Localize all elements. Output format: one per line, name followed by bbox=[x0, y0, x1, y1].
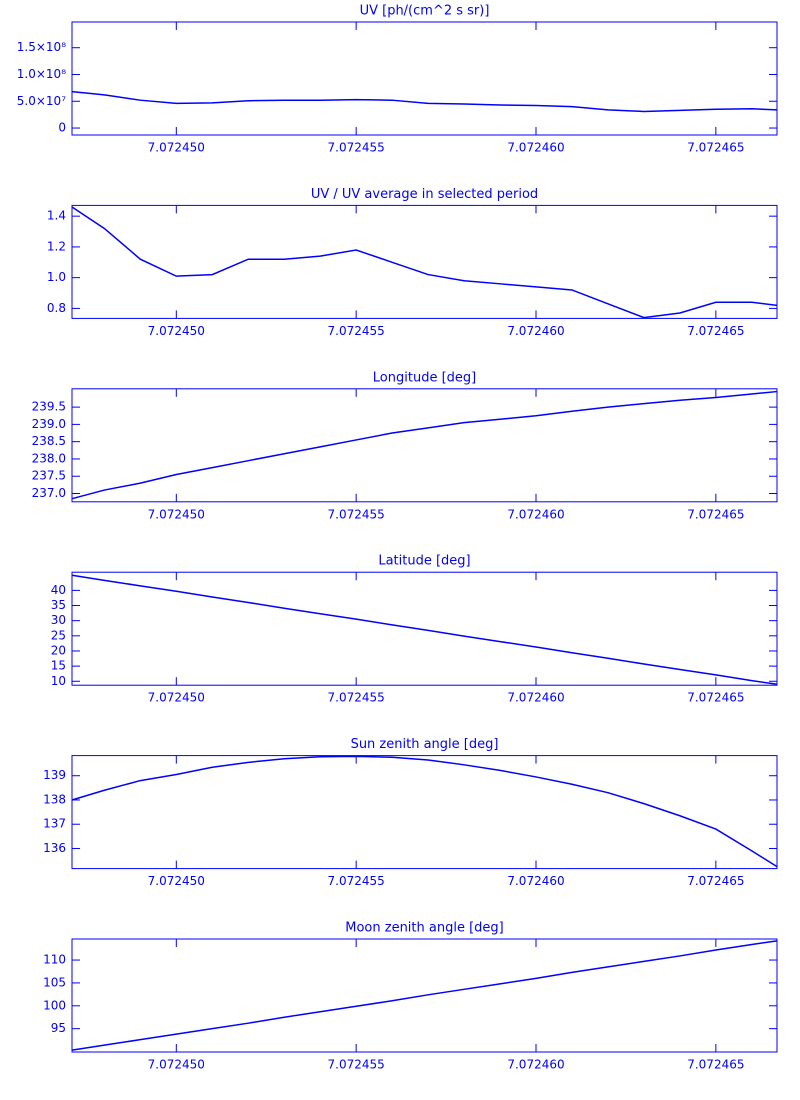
y-tick-label: 237.5 bbox=[32, 469, 66, 483]
x-tick-label: 7.072450 bbox=[148, 874, 205, 888]
y-tick-label: 1.5×10⁸ bbox=[17, 40, 66, 54]
x-tick-label: 7.072460 bbox=[507, 874, 564, 888]
y-tick-label: 35 bbox=[51, 598, 66, 612]
x-tick-label: 7.072465 bbox=[687, 691, 744, 705]
data-line bbox=[71, 574, 778, 686]
chart-title: Moon zenith angle [deg] bbox=[345, 921, 503, 936]
x-tick-label: 7.072455 bbox=[328, 691, 385, 705]
y-tick-label: 237.0 bbox=[32, 486, 66, 500]
x-tick-label: 7.072460 bbox=[507, 691, 564, 705]
data-line bbox=[71, 90, 778, 113]
y-tick-label: 1.2 bbox=[47, 239, 66, 253]
y-tick-label: 1.4 bbox=[47, 209, 66, 223]
x-tick-label: 7.072455 bbox=[328, 874, 385, 888]
x-tick-label: 7.072460 bbox=[507, 324, 564, 338]
x-tick-label: 7.072450 bbox=[148, 1058, 205, 1072]
plot-frame bbox=[71, 938, 778, 1053]
chart-title: UV [ph/(cm^2 s sr)] bbox=[360, 4, 490, 19]
x-tick-label: 7.072450 bbox=[148, 691, 205, 705]
y-tick-label: 30 bbox=[51, 613, 66, 627]
data-line bbox=[71, 940, 778, 1051]
x-tick-label: 7.072450 bbox=[148, 324, 205, 338]
x-tick-label: 7.072465 bbox=[687, 324, 744, 338]
x-tick-label: 7.072455 bbox=[328, 507, 385, 521]
y-tick-label: 95 bbox=[51, 1021, 66, 1035]
chart-title: Longitude [deg] bbox=[373, 370, 476, 385]
y-tick-label: 100 bbox=[43, 998, 66, 1012]
x-tick-label: 7.072465 bbox=[687, 141, 744, 155]
x-tick-label: 7.072450 bbox=[148, 507, 205, 521]
x-tick-label: 7.072450 bbox=[148, 141, 205, 155]
y-tick-label: 239.0 bbox=[32, 417, 66, 431]
plot-frame bbox=[71, 571, 778, 686]
y-tick-label: 0 bbox=[58, 121, 66, 135]
y-tick-label: 1.0×10⁸ bbox=[17, 67, 66, 81]
y-tick-label: 25 bbox=[51, 628, 66, 642]
y-tick-label: 110 bbox=[43, 953, 66, 967]
chart-title: Latitude [deg] bbox=[378, 554, 470, 569]
y-tick-label: 136 bbox=[43, 841, 66, 855]
y-tick-label: 137 bbox=[43, 817, 66, 831]
x-tick-label: 7.072455 bbox=[328, 141, 385, 155]
y-tick-label: 139 bbox=[43, 768, 66, 782]
y-tick-label: 105 bbox=[43, 975, 66, 989]
x-tick-label: 7.072460 bbox=[507, 1058, 564, 1072]
y-tick-label: 40 bbox=[51, 583, 66, 597]
y-tick-label: 138 bbox=[43, 792, 66, 806]
y-tick-label: 20 bbox=[51, 643, 66, 657]
data-line bbox=[71, 390, 778, 500]
y-tick-label: 5.0×10⁷ bbox=[17, 94, 66, 108]
x-tick-label: 7.072460 bbox=[507, 507, 564, 521]
chart-title: Sun zenith angle [deg] bbox=[351, 737, 499, 752]
plot-frame bbox=[71, 204, 778, 319]
x-tick-label: 7.072465 bbox=[687, 874, 744, 888]
y-tick-label: 238.0 bbox=[32, 451, 66, 465]
x-tick-label: 7.072455 bbox=[328, 324, 385, 338]
data-line bbox=[71, 755, 778, 868]
y-tick-label: 15 bbox=[51, 659, 66, 673]
plot-frame bbox=[71, 755, 778, 870]
chart-title: UV / UV average in selected period bbox=[311, 187, 538, 202]
data-line bbox=[71, 206, 778, 319]
plot-frame bbox=[71, 21, 778, 136]
y-tick-label: 1.0 bbox=[47, 270, 66, 284]
y-tick-label: 0.8 bbox=[47, 301, 66, 315]
x-tick-label: 7.072455 bbox=[328, 1058, 385, 1072]
x-tick-label: 7.072465 bbox=[687, 1058, 744, 1072]
x-tick-label: 7.072460 bbox=[507, 141, 564, 155]
x-tick-label: 7.072465 bbox=[687, 507, 744, 521]
y-tick-label: 10 bbox=[51, 674, 66, 688]
y-tick-label: 238.5 bbox=[32, 434, 66, 448]
plot-frame bbox=[71, 388, 778, 503]
y-tick-label: 239.5 bbox=[32, 400, 66, 414]
